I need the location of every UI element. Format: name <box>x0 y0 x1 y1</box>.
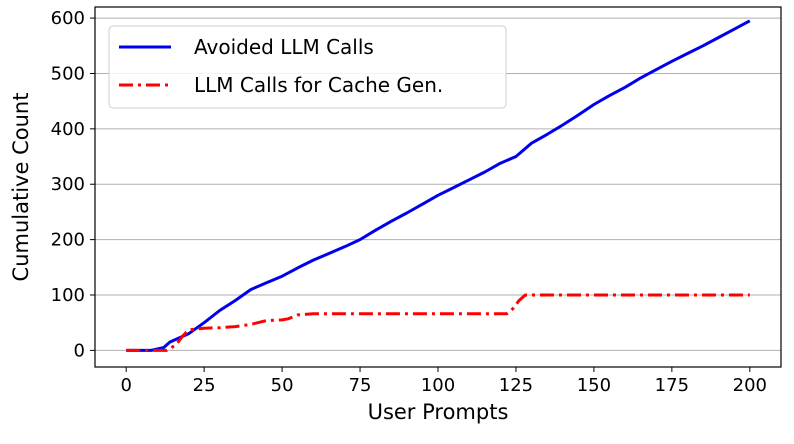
y-tick-label-200: 200 <box>51 230 85 251</box>
y-axis-label: Cumulative Count <box>9 93 33 282</box>
legend: Avoided LLM Calls LLM Calls for Cache Ge… <box>108 25 507 109</box>
y-tick-label-100: 100 <box>51 285 85 306</box>
x-tick-label-175: 175 <box>655 375 689 396</box>
x-axis-label: User Prompts <box>368 400 509 424</box>
legend-label-llm-calls-for-cache-gen: LLM Calls for Cache Gen. <box>194 73 443 97</box>
y-axis-ticks: 0 100 200 300 400 500 600 <box>51 8 95 361</box>
y-tick-label-600: 600 <box>51 8 85 29</box>
x-tick-label-150: 150 <box>577 375 611 396</box>
y-tick-label-0: 0 <box>74 340 85 361</box>
legend-label-avoided-llm-calls: Avoided LLM Calls <box>194 35 374 59</box>
x-tick-label-75: 75 <box>349 375 372 396</box>
y-tick-label-400: 400 <box>51 119 85 140</box>
x-tick-label-125: 125 <box>499 375 533 396</box>
series-lines <box>126 19 751 352</box>
series-line-avoided-llm-calls <box>126 19 751 352</box>
x-tick-label-25: 25 <box>193 375 216 396</box>
x-tick-label-100: 100 <box>421 375 455 396</box>
y-tick-label-500: 500 <box>51 63 85 84</box>
x-tick-label-0: 0 <box>120 375 131 396</box>
legend-box <box>108 25 507 109</box>
y-tick-label-300: 300 <box>51 174 85 195</box>
x-tick-label-50: 50 <box>271 375 294 396</box>
series-line-llm-calls-for-cache-gen <box>126 293 750 352</box>
x-axis-ticks: 0 25 50 75 100 125 150 175 200 <box>120 367 767 396</box>
x-tick-label-200: 200 <box>733 375 767 396</box>
